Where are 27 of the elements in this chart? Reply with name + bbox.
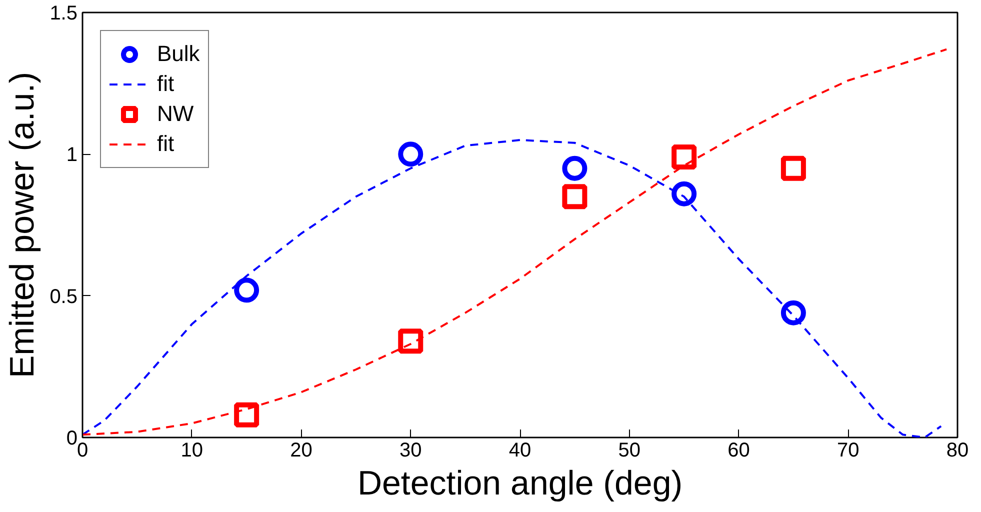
point bbox=[562, 184, 588, 210]
point bbox=[780, 300, 806, 326]
point bbox=[234, 402, 260, 428]
legend-label: fit bbox=[157, 131, 176, 157]
point bbox=[780, 156, 806, 181]
x-tick-label: 40 bbox=[508, 440, 532, 462]
x-tick-label: 50 bbox=[618, 440, 640, 462]
y-tick-label: 1 bbox=[66, 144, 78, 166]
x-tick-label: 10 bbox=[180, 440, 203, 462]
x-tick-label: 60 bbox=[728, 440, 750, 462]
point bbox=[398, 142, 424, 167]
x-tick-label: 70 bbox=[837, 440, 860, 462]
x-tick-label: 30 bbox=[400, 440, 422, 462]
y-axis-title: Emitted power (a.u.) bbox=[4, 72, 42, 378]
legend-label: fit bbox=[157, 71, 176, 97]
y-tick-label: 0.5 bbox=[50, 286, 78, 308]
x-axis-title: Detection angle (deg) bbox=[357, 464, 683, 502]
point bbox=[562, 156, 588, 181]
legend-label: Bulk bbox=[157, 41, 200, 67]
x-tick-label: 80 bbox=[946, 440, 969, 462]
y-tick-label: 1.5 bbox=[50, 2, 78, 24]
point bbox=[672, 144, 697, 170]
point bbox=[398, 328, 424, 354]
x-tick-label: 20 bbox=[290, 440, 312, 462]
point bbox=[234, 278, 260, 303]
point bbox=[672, 181, 697, 206]
legend-label: NW bbox=[157, 101, 194, 127]
